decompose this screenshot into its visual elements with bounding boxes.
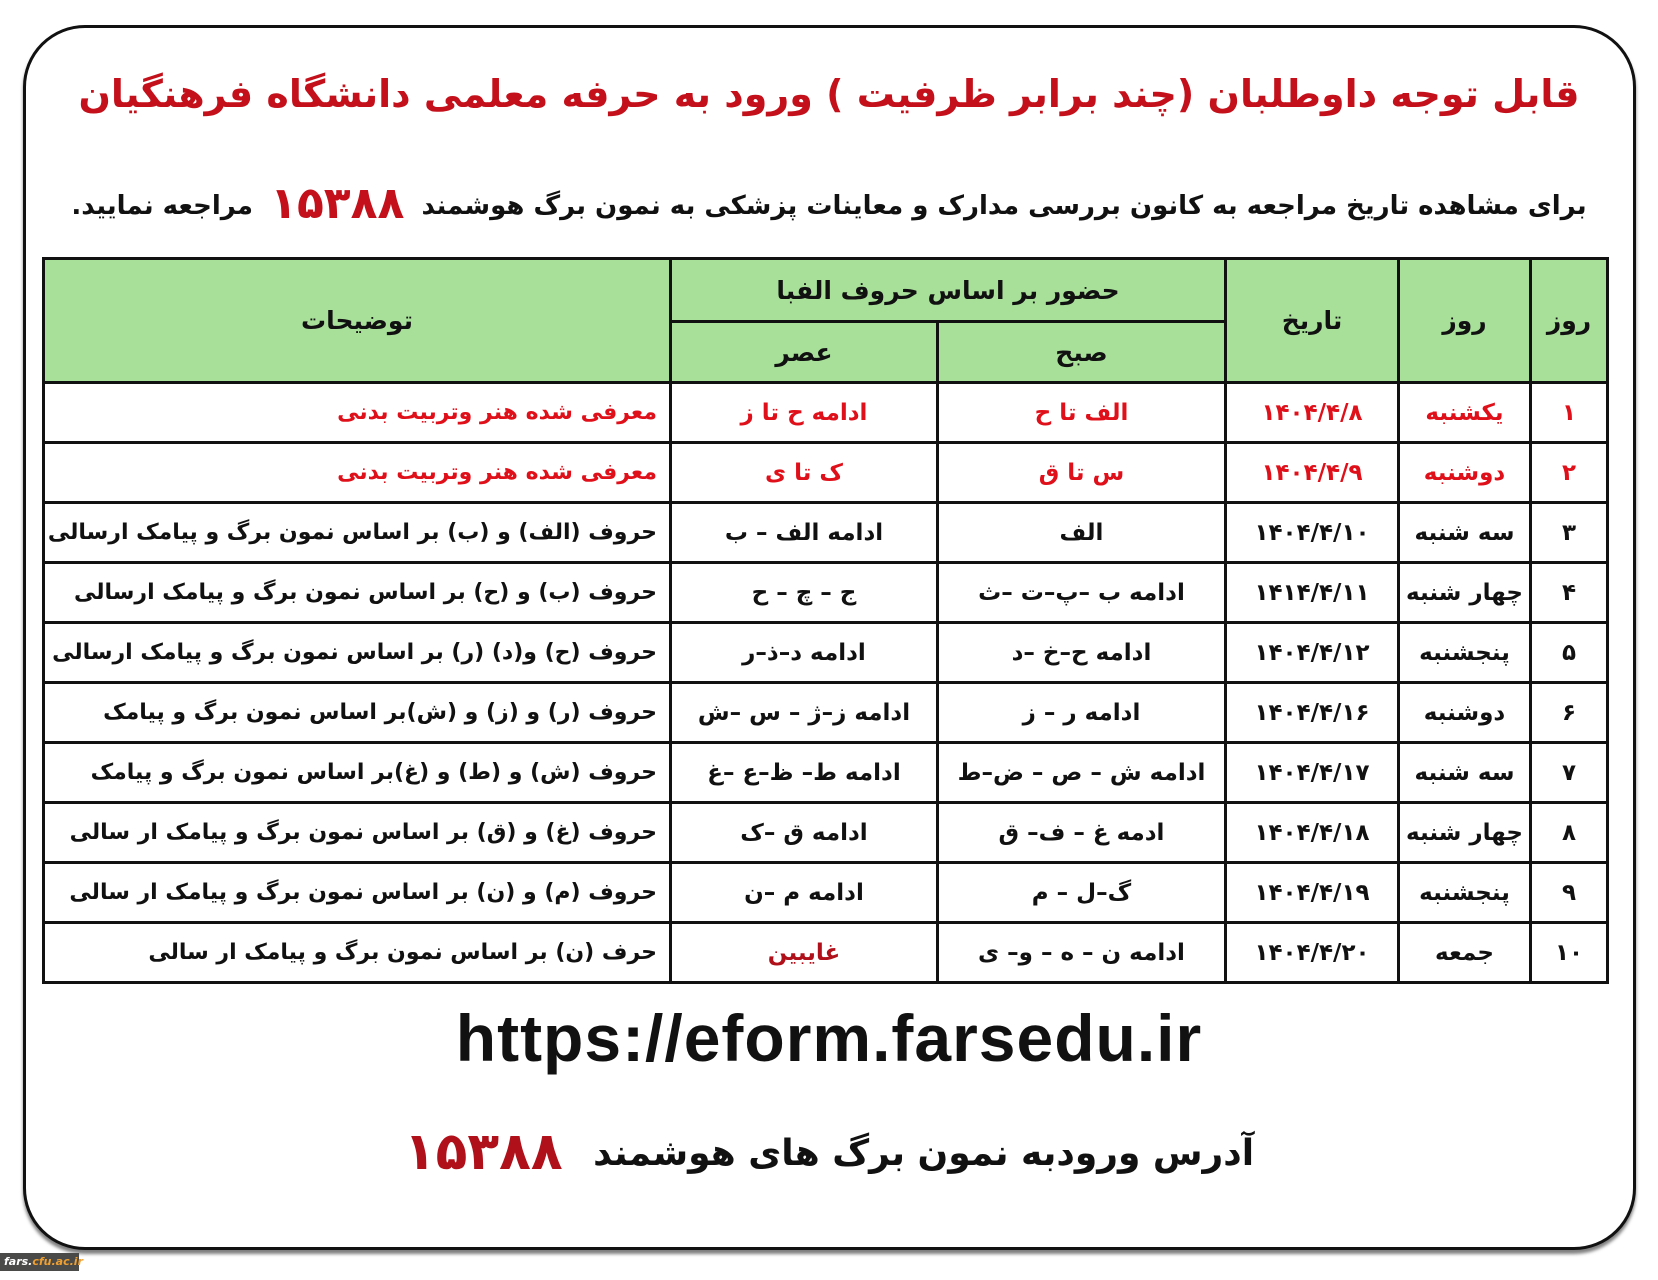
- header-notes: توضیحات: [42, 257, 672, 384]
- table-row: ۷ سه شنبه ۱۴۰۴/۴/۱۷ ادامه ش – ص – ض–ط ادامه …: [42, 741, 1609, 804]
- cell-date: ۱۴۰۴/۴/۱۸: [1224, 801, 1400, 864]
- table-row: ۳ سه شنبه ۱۴۰۴/۴/۱۰ الف ادامه الف – ب حروف (ا…: [42, 501, 1609, 564]
- cell-day: سه شنبه: [1397, 741, 1532, 804]
- cell-notes: حروف (ش) و (ط) و (غ)بر اساس نمون برگ و پ…: [42, 741, 672, 804]
- cell-date: ۱۴۰۴/۴/۸: [1224, 381, 1400, 444]
- cell-day: چهار شنبه: [1397, 561, 1532, 624]
- cell-notes: حروف (ب) و (ح) بر اساس نمون برگ و پیامک …: [42, 561, 672, 624]
- cell-date: ۱۴۰۴/۴/۱۶: [1224, 681, 1400, 744]
- cell-no: ۷: [1529, 741, 1609, 804]
- cell-notes: حروف (م) و (ن) بر اساس نمون برگ و پیامک …: [42, 861, 672, 924]
- cell-day: پنجشنبه: [1397, 861, 1532, 924]
- cell-no: ۹: [1529, 861, 1609, 924]
- table-row: ۸ چهار شنبه ۱۴۰۴/۴/۱۸ ادمه غ – ف– ق ادامه ق …: [42, 801, 1609, 864]
- cell-morning: گ–ل – م: [936, 861, 1227, 924]
- cell-no: ۱۰: [1529, 921, 1609, 984]
- cell-notes: حروف (ح) و(د) (ر) بر اساس نمون برگ و پیا…: [42, 621, 672, 684]
- subtitle-number: ۱۵۳۸۸: [270, 178, 405, 229]
- cell-afternoon: ادامه م –ن: [668, 861, 940, 924]
- header-morning: صبح: [936, 320, 1227, 384]
- cell-morning: ادامه ن – ه – و– ی: [936, 921, 1227, 984]
- cell-date: ۱۴۰۴/۴/۱۲: [1224, 621, 1400, 684]
- footer: آدرس ورودبه نمون برگ های هوشمند ۱۵۳۸۸: [0, 1122, 1658, 1182]
- cell-afternoon: ادامه د–ذ–ر: [668, 621, 940, 684]
- cell-no: ۸: [1529, 801, 1609, 864]
- cell-morning: ادامه ب –پ–ت –ث: [936, 561, 1227, 624]
- table-row: ۴ چهار شنبه ۱۴۱۴/۴/۱۱ ادامه ب –پ–ت –ث ج – چ …: [42, 561, 1609, 624]
- cell-no: ۱: [1529, 381, 1609, 444]
- cell-day: دوشنبه: [1397, 681, 1532, 744]
- cell-afternoon: ج – چ – ح: [668, 561, 940, 624]
- cell-day: سه شنبه: [1397, 501, 1532, 564]
- subtitle-end: مراجعه نمایید.: [71, 191, 254, 221]
- cell-afternoon: ک تا ی: [668, 441, 940, 504]
- header-day: روز: [1397, 257, 1532, 384]
- subtitle-text: برای مشاهده تاریخ مراجعه به کانون بررسی …: [421, 191, 1587, 221]
- cell-no: ۳: [1529, 501, 1609, 564]
- cell-date: ۱۴۱۴/۴/۱۱: [1224, 561, 1400, 624]
- page-title: قابل توجه داوطلبان (چند برابر ظرفیت ) ور…: [78, 72, 1580, 116]
- cell-no: ۴: [1529, 561, 1609, 624]
- cell-day: دوشنبه: [1397, 441, 1532, 504]
- cell-afternoon: ادامه الف – ب: [668, 501, 940, 564]
- schedule-table: روز روز تاریخ حضور بر اساس حروف الفبا تو…: [42, 257, 1609, 984]
- cell-no: ۵: [1529, 621, 1609, 684]
- table-row: ۱۰ جمعه ۱۴۰۴/۴/۲۰ ادامه ن – ه – و– ی غايبين ح…: [42, 921, 1609, 984]
- table-row: ۶ دوشنبه ۱۴۰۴/۴/۱۶ ادامه ر – ز ادامه ز–ژ – س…: [42, 681, 1609, 744]
- cell-day: چهار شنبه: [1397, 801, 1532, 864]
- header-no: روز: [1529, 257, 1609, 384]
- cell-afternoon: ادامه ز–ژ – س –ش: [668, 681, 940, 744]
- table-row: ۹ پنجشنبه ۱۴۰۴/۴/۱۹ گ–ل – م ادامه م –ن حروف (…: [42, 861, 1609, 924]
- cell-morning: ادمه غ – ف– ق: [936, 801, 1227, 864]
- cell-morning: الف تا ح: [936, 381, 1227, 444]
- cell-morning: الف: [936, 501, 1227, 564]
- cell-morning: ادامه ش – ص – ض–ط: [936, 741, 1227, 804]
- cell-notes: حروف (غ) و (ق) بر اساس نمون برگ و پیامک …: [42, 801, 672, 864]
- cell-morning: س تا ق: [936, 441, 1227, 504]
- cell-date: ۱۴۰۴/۴/۱۷: [1224, 741, 1400, 804]
- cell-afternoon: غايبين: [668, 921, 940, 984]
- cell-day: پنجشنبه: [1397, 621, 1532, 684]
- cell-date: ۱۴۰۴/۴/۱۰: [1224, 501, 1400, 564]
- cell-afternoon: ادامه ق –ک: [668, 801, 940, 864]
- cell-date: ۱۴۰۴/۴/۱۹: [1224, 861, 1400, 924]
- cell-day: جمعه: [1397, 921, 1532, 984]
- table-row: ۵ پنجشنبه ۱۴۰۴/۴/۱۲ ادامه ح–خ –د ادامه د–ذ–ر…: [42, 621, 1609, 684]
- cell-no: ۶: [1529, 681, 1609, 744]
- header-date: تاریخ: [1224, 257, 1400, 384]
- cell-notes: حروف (ر) و (ز) و (ش)بر اساس نمون برگ و پ…: [42, 681, 672, 744]
- header-group: حضور بر اساس حروف الفبا: [668, 257, 1228, 323]
- table-row: ۱ یکشنبه ۱۴۰۴/۴/۸ الف تا ح ادامه ح تا ز معرفی…: [42, 381, 1609, 444]
- cell-no: ۲: [1529, 441, 1609, 504]
- cell-afternoon: ادامه ط– ظ–ع –غ: [668, 741, 940, 804]
- subtitle: برای مشاهده تاریخ مراجعه به کانون بررسی …: [0, 178, 1658, 229]
- cell-notes: معرفی شده هنر وتربیت بدنی: [42, 441, 672, 504]
- cell-notes: معرفی شده هنر وتربیت بدنی: [42, 381, 672, 444]
- url-text: https://eform.farsedu.ir: [455, 1001, 1203, 1075]
- header-afternoon: عصر: [668, 320, 940, 384]
- cell-notes: حروف (الف) و (ب) بر اساس نمون برگ و پیام…: [42, 501, 672, 564]
- cell-morning: ادامه ر – ز: [936, 681, 1227, 744]
- cell-date: ۱۴۰۴/۴/۲۰: [1224, 921, 1400, 984]
- footer-number: ۱۵۳۸۸: [403, 1122, 563, 1182]
- cell-morning: ادامه ح–خ –د: [936, 621, 1227, 684]
- cell-afternoon: ادامه ح تا ز: [668, 381, 940, 444]
- cell-date: ۱۴۰۴/۴/۹: [1224, 441, 1400, 504]
- footer-text: آدرس ورودبه نمون برگ های هوشمند: [593, 1133, 1255, 1174]
- cell-day: یکشنبه: [1397, 381, 1532, 444]
- watermark-logo: fars.cfu.ac.ir: [0, 1253, 83, 1271]
- cell-notes: حرف (ن) بر اساس نمون برگ و پیامک ار سالی: [42, 921, 672, 984]
